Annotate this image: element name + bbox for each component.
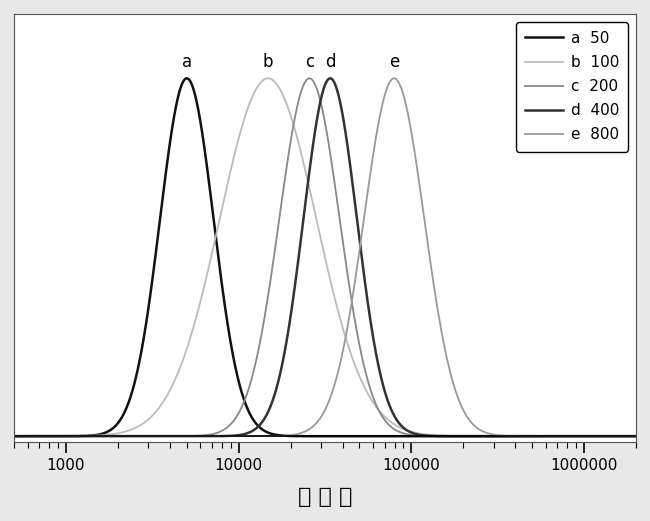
a  50	[183, 75, 190, 81]
b  100	[248, 93, 256, 100]
X-axis label: 分 子 量: 分 子 量	[298, 487, 352, 507]
d  400	[276, 374, 283, 380]
c  200	[620, 433, 628, 439]
Line: e  800: e 800	[14, 78, 636, 436]
a  50	[620, 433, 628, 439]
Text: e: e	[389, 53, 399, 71]
e  800	[10, 433, 18, 439]
Line: d  400: d 400	[14, 78, 636, 436]
d  400	[10, 433, 18, 439]
a  50	[276, 432, 283, 439]
d  400	[620, 433, 628, 439]
c  200	[10, 433, 18, 439]
b  100	[118, 429, 125, 436]
b  100	[10, 433, 18, 439]
e  800	[620, 433, 628, 439]
e  800	[632, 433, 640, 439]
Text: d: d	[325, 53, 335, 71]
b  100	[276, 85, 283, 92]
c  200	[118, 433, 125, 439]
Line: a  50: a 50	[14, 78, 636, 436]
Text: c: c	[305, 53, 314, 71]
d  400	[326, 75, 334, 81]
e  800	[248, 433, 256, 439]
c  200	[248, 373, 256, 379]
e  800	[276, 433, 283, 439]
b  100	[553, 433, 561, 439]
Line: b  100: b 100	[14, 78, 636, 436]
b  100	[81, 433, 89, 439]
d  400	[553, 433, 561, 439]
e  800	[81, 433, 89, 439]
e  800	[118, 433, 125, 439]
c  200	[81, 433, 89, 439]
Line: c  200: c 200	[14, 78, 636, 436]
a  50	[553, 433, 561, 439]
d  400	[248, 428, 256, 434]
a  50	[632, 433, 640, 439]
b  100	[264, 75, 272, 81]
Text: b: b	[263, 53, 273, 71]
c  200	[306, 75, 313, 81]
c  200	[553, 433, 561, 439]
d  400	[81, 433, 89, 439]
e  800	[553, 433, 561, 439]
d  400	[118, 433, 125, 439]
a  50	[249, 416, 257, 422]
c  200	[632, 433, 640, 439]
b  100	[632, 433, 640, 439]
b  100	[620, 433, 628, 439]
Text: a: a	[182, 53, 192, 71]
e  800	[390, 75, 398, 81]
Legend: a  50, b  100, c  200, d  400, e  800: a 50, b 100, c 200, d 400, e 800	[516, 21, 629, 152]
a  50	[81, 433, 89, 439]
c  200	[276, 214, 283, 220]
d  400	[632, 433, 640, 439]
a  50	[10, 433, 18, 439]
a  50	[118, 414, 125, 420]
